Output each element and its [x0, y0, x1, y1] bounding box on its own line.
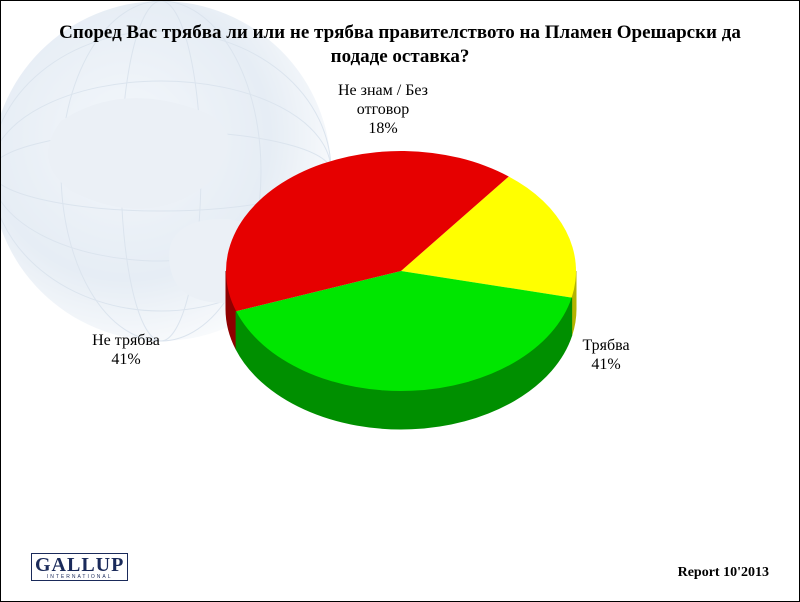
logo-main: GALLUP: [35, 555, 124, 575]
logo-sub: INTERNATIONAL: [35, 575, 124, 580]
slice-label: Не знам / Без отговор 18%: [313, 81, 453, 139]
slice-label: Не трябва 41%: [56, 331, 196, 369]
slice-label: Трябва 41%: [536, 336, 676, 374]
chart-title: Според Вас трябва ли или не трябва прави…: [1, 21, 799, 69]
gallup-logo: GALLUP INTERNATIONAL: [31, 553, 128, 581]
pie-chart: Не знам / Без отговор 18% Трябва 41% Не тр…: [1, 81, 800, 501]
chart-frame: Според Вас трябва ли или не трябва прави…: [0, 0, 800, 602]
report-label: Report 10'2013: [678, 565, 769, 581]
